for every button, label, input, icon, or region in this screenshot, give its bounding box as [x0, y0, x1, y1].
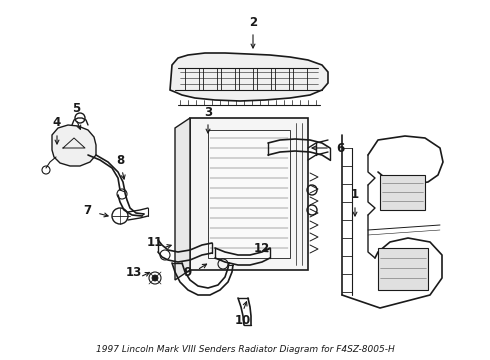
- Polygon shape: [175, 118, 190, 280]
- Polygon shape: [378, 248, 428, 290]
- Text: 1997 Lincoln Mark VIII Senders Radiator Diagram for F4SZ-8005-H: 1997 Lincoln Mark VIII Senders Radiator …: [96, 346, 394, 355]
- Text: 7: 7: [83, 203, 91, 216]
- Text: 2: 2: [249, 15, 257, 28]
- Circle shape: [152, 275, 158, 281]
- Text: 9: 9: [183, 266, 191, 279]
- Polygon shape: [380, 175, 425, 210]
- Polygon shape: [52, 125, 96, 166]
- Text: 3: 3: [204, 105, 212, 118]
- Text: 6: 6: [336, 141, 344, 154]
- Text: 8: 8: [116, 153, 124, 166]
- Bar: [208, 130, 290, 258]
- Polygon shape: [170, 53, 328, 101]
- Text: 11: 11: [147, 237, 163, 249]
- Polygon shape: [190, 118, 308, 270]
- Text: 13: 13: [126, 266, 142, 279]
- Text: 10: 10: [235, 314, 251, 327]
- Text: 12: 12: [254, 242, 270, 255]
- Text: 4: 4: [53, 117, 61, 130]
- Text: 5: 5: [72, 103, 80, 116]
- Text: 1: 1: [351, 189, 359, 202]
